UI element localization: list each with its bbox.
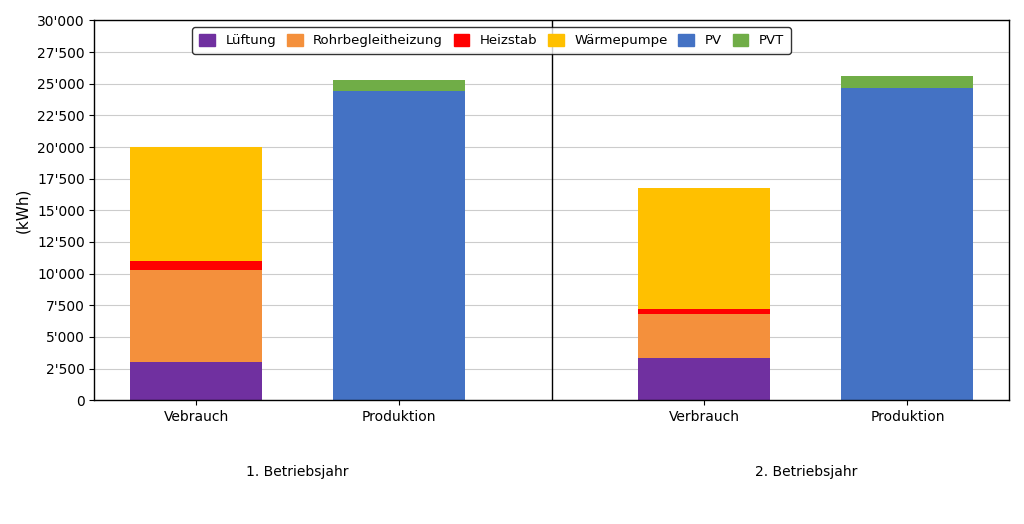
Text: 1. Betriebsjahr: 1. Betriebsjahr (247, 465, 349, 479)
Bar (130, 270, 262, 362)
Bar (842, 88, 974, 400)
Bar (333, 91, 465, 400)
Text: 2. Betriebsjahr: 2. Betriebsjahr (755, 465, 857, 479)
Bar (638, 188, 770, 309)
Bar (130, 362, 262, 400)
Bar (638, 358, 770, 400)
Bar (333, 80, 465, 91)
Bar (842, 76, 974, 88)
Bar (130, 261, 262, 270)
Bar (638, 309, 770, 314)
Y-axis label: (kWh): (kWh) (15, 188, 30, 233)
Bar (130, 147, 262, 261)
Bar (638, 314, 770, 358)
Legend: Lüftung, Rohrbegleitheizung, Heizstab, Wärmepumpe, PV, PVT: Lüftung, Rohrbegleitheizung, Heizstab, W… (193, 27, 791, 54)
